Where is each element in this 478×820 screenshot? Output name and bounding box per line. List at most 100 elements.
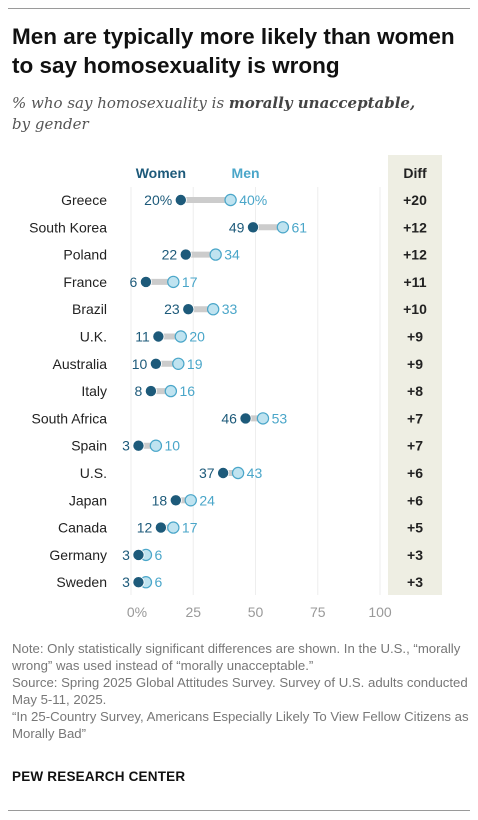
diff-value: +7 xyxy=(407,438,423,454)
men-value-label: 40% xyxy=(239,192,267,208)
men-value-label: 6 xyxy=(155,574,163,590)
men-value-label: 17 xyxy=(182,520,198,536)
men-value-label: 33 xyxy=(222,301,238,317)
diff-value: +6 xyxy=(407,465,423,481)
men-dot xyxy=(184,494,197,507)
women-value-label: 6 xyxy=(130,274,138,290)
men-dot xyxy=(224,193,237,207)
diff-value: +3 xyxy=(407,547,423,563)
subtitle-emphasis: morally unacceptable, xyxy=(228,94,416,112)
women-value-label: 18 xyxy=(152,492,168,508)
women-value-label: 37 xyxy=(199,465,215,481)
women-value-label: 11 xyxy=(135,329,150,345)
legend-women: Women xyxy=(136,165,186,181)
men-value-label: 19 xyxy=(187,356,203,372)
women-dot xyxy=(239,412,252,425)
men-value-label: 34 xyxy=(224,247,240,263)
pew-research-center-logo: PEW RESEARCH CENTER xyxy=(12,769,186,784)
diff-value: +3 xyxy=(407,574,423,590)
men-value-label: 43 xyxy=(247,465,263,481)
men-dot xyxy=(209,248,222,261)
diff-value: +9 xyxy=(407,329,423,345)
diff-value: +6 xyxy=(407,492,423,508)
chart-subtitle: % who say homosexuality is morally unacc… xyxy=(12,93,467,135)
women-value-label: 3 xyxy=(122,547,130,563)
women-dot xyxy=(132,576,145,589)
x-tick-label: 25 xyxy=(185,604,201,620)
country-label: U.K. xyxy=(80,329,107,345)
country-label: South Korea xyxy=(29,219,107,235)
women-value-label: 23 xyxy=(164,301,180,317)
chart-notes: Note: Only statistically significant dif… xyxy=(12,640,472,742)
women-dot xyxy=(144,385,157,398)
women-dot xyxy=(247,221,260,234)
men-dot xyxy=(164,384,178,398)
men-dot xyxy=(231,466,245,480)
women-dot xyxy=(182,303,195,316)
men-dot xyxy=(167,275,180,289)
women-value-label: 46 xyxy=(221,410,237,426)
women-value-label: 49 xyxy=(229,219,245,235)
diff-value: +12 xyxy=(403,219,427,235)
legend-men: Men xyxy=(232,165,260,181)
men-value-label: 10 xyxy=(165,438,181,454)
men-value-label: 53 xyxy=(272,410,288,426)
diff-value: +11 xyxy=(404,274,427,290)
men-dot xyxy=(149,439,163,452)
country-label: Brazil xyxy=(72,301,107,317)
women-dot xyxy=(179,248,192,261)
women-value-label: 8 xyxy=(135,383,143,399)
men-dot xyxy=(167,521,180,534)
country-label: Japan xyxy=(69,492,107,508)
country-label: France xyxy=(63,274,107,290)
men-dot xyxy=(276,221,290,234)
women-dot xyxy=(169,494,182,507)
men-dot xyxy=(174,330,187,343)
men-dot xyxy=(172,357,185,370)
diff-value: +12 xyxy=(403,247,427,263)
women-dot xyxy=(217,466,230,479)
country-label: Greece xyxy=(61,192,107,208)
subtitle-prefix: % who say homosexuality is xyxy=(12,94,229,112)
country-label: Germany xyxy=(49,547,107,563)
diff-value: +5 xyxy=(407,520,423,536)
x-tick-label: 50 xyxy=(248,604,264,620)
women-dot xyxy=(152,330,165,343)
women-value-label: 10 xyxy=(132,356,148,372)
x-tick-label: 100 xyxy=(368,604,392,620)
diff-value: +7 xyxy=(407,410,423,426)
country-label: Spain xyxy=(71,438,107,454)
diff-value: +9 xyxy=(407,356,423,372)
women-value-label: 12 xyxy=(137,520,153,536)
country-label: Australia xyxy=(53,356,108,372)
report-title: “In 25-Country Survey, Americans Especia… xyxy=(12,709,469,741)
men-dot xyxy=(206,302,220,316)
subtitle-suffix: by gender xyxy=(12,115,89,133)
men-value-label: 24 xyxy=(199,492,215,508)
source-text: Source: Spring 2025 Global Attitudes Sur… xyxy=(12,675,468,707)
women-dot xyxy=(132,548,145,561)
diff-value: +10 xyxy=(403,301,427,317)
diff-column-background xyxy=(388,155,442,595)
dot-plot-chart: Women Men Diff Greece 20% 40% +20 South Korea 49… xyxy=(29,155,442,620)
diff-header: Diff xyxy=(403,165,427,181)
men-dot xyxy=(256,412,270,425)
country-label: Poland xyxy=(63,247,107,263)
men-value-label: 6 xyxy=(155,547,163,563)
women-dot xyxy=(154,521,167,534)
diff-value: +20 xyxy=(403,192,427,208)
women-value-label: 22 xyxy=(162,247,178,263)
note-text: Note: Only statistically significant dif… xyxy=(12,641,461,673)
x-tick-label: 75 xyxy=(310,604,326,620)
women-value-label: 20% xyxy=(144,192,172,208)
women-value-label: 3 xyxy=(122,438,130,454)
diff-value: +8 xyxy=(407,383,423,399)
men-value-label: 20 xyxy=(189,329,205,345)
country-label: Canada xyxy=(58,520,107,536)
x-tick-label: 0% xyxy=(127,604,147,620)
country-label: South Africa xyxy=(32,410,108,426)
top-rule xyxy=(8,8,470,9)
women-dot xyxy=(174,194,187,207)
country-label: Sweden xyxy=(56,574,107,590)
chart-title: Men are typically more likely than women… xyxy=(12,24,455,78)
